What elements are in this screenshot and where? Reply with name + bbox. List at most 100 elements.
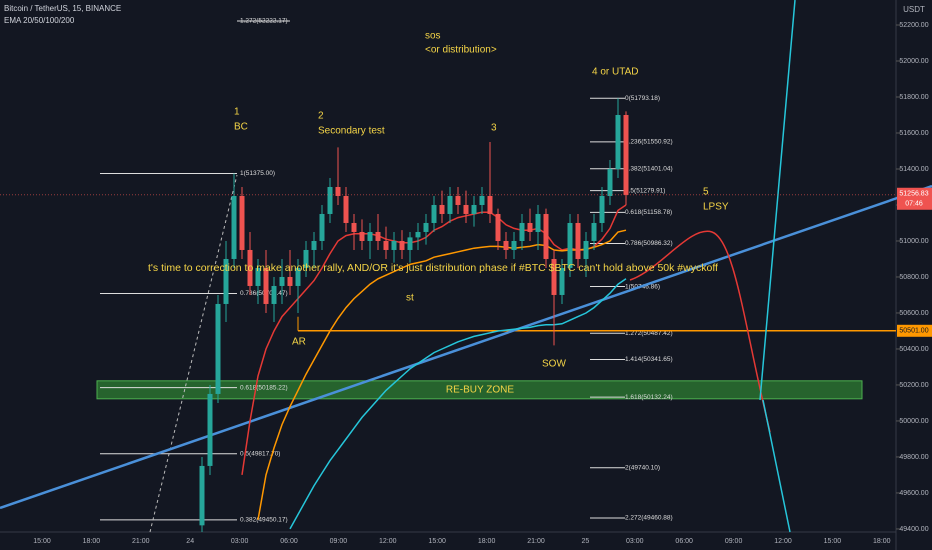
axis-unit: USDT (903, 5, 925, 14)
y-tick-label: 50600.00 (899, 310, 928, 317)
last-price-time: 07:46 (905, 201, 923, 208)
annotation: t's time to correction to make another r… (148, 262, 718, 274)
y-tick-label: 51800.00 (899, 94, 928, 101)
candle-body (327, 186, 333, 214)
candle-body (495, 213, 501, 241)
candle-body (479, 195, 485, 205)
x-tick-label: 03:00 (231, 538, 249, 545)
x-tick-label: 09:00 (330, 538, 348, 545)
x-tick-label: 06:00 (675, 538, 693, 545)
x-tick-label: 15:00 (824, 538, 842, 545)
x-tick-label: 15:00 (33, 538, 51, 545)
candle-body (471, 204, 477, 214)
ema-line (289, 278, 627, 530)
annotation: LPSY (703, 202, 729, 213)
y-tick-label: 50800.00 (899, 274, 928, 281)
x-tick-label: 21:00 (527, 538, 545, 545)
annotation: AR (292, 337, 306, 348)
candle-body (607, 168, 613, 196)
y-tick-label: 50000.00 (899, 418, 928, 425)
candle-body (447, 195, 453, 214)
candle-body (359, 231, 365, 241)
indicator: EMA 20/50/100/200 (4, 16, 75, 25)
candle-body (511, 240, 517, 250)
y-tick-label: 51400.00 (899, 166, 928, 173)
candle-body (591, 222, 597, 241)
x-tick-label: 18:00 (478, 538, 496, 545)
fib-label: 1.272(50487.42) (625, 330, 673, 337)
candle-body (223, 258, 229, 304)
candle-body (503, 240, 509, 250)
projection-red (629, 230, 771, 433)
candle-body (199, 465, 205, 526)
candle-body (455, 195, 461, 205)
trend-line (0, 184, 932, 510)
fib-label: 2.272(49460.88) (625, 515, 673, 522)
fib-label: 0.5(49817.70) (240, 450, 280, 457)
candle-body (415, 231, 421, 238)
candle-body (335, 186, 341, 196)
candle-body (391, 240, 397, 250)
annotation: 3 (491, 123, 497, 134)
y-tick-label: 50200.00 (899, 382, 928, 389)
annotation: 4 or UTAD (592, 67, 639, 78)
x-tick-label: 15:00 (428, 538, 446, 545)
fib-label: 2(49740.10) (625, 464, 660, 471)
candle-body (543, 213, 549, 259)
candle-body (463, 204, 469, 214)
candle-body (367, 231, 373, 241)
fib-trend (149, 174, 238, 533)
candle-body (247, 249, 253, 286)
annotation: sos (425, 31, 441, 42)
candle-body (439, 204, 445, 214)
candle-body (287, 276, 293, 286)
fib-label: 0.786(50986.32) (625, 240, 673, 247)
candle-body (383, 240, 389, 250)
fib-label: 0.382(49450.17) (240, 517, 288, 524)
candle-body (271, 285, 277, 304)
y-tick-label: 49800.00 (899, 454, 928, 461)
candle-body (559, 267, 565, 295)
y-tick-label: 49600.00 (899, 490, 928, 497)
fib-label: 1.272(52222.17) (240, 18, 288, 25)
candle-body (583, 240, 589, 259)
x-tick-label: 12:00 (379, 538, 397, 545)
candle-body (279, 276, 285, 286)
candle-body (399, 240, 405, 250)
y-tick-label: 50400.00 (899, 346, 928, 353)
candle-body (343, 195, 349, 223)
candle-body (575, 222, 581, 259)
x-tick-label: 09:00 (725, 538, 743, 545)
candle-body (567, 222, 573, 268)
x-tick-label: 18:00 (83, 538, 101, 545)
last-price-label: 51256.83 (899, 191, 928, 198)
annotation: 5 (703, 187, 709, 198)
candle-body (207, 393, 213, 466)
candle-body (215, 303, 221, 394)
candle-body (423, 222, 429, 232)
x-tick-label: 25 (582, 538, 590, 545)
candle-body (231, 195, 237, 259)
candle-body (519, 222, 525, 241)
y-tick-label: 52000.00 (899, 58, 928, 65)
candle-body (295, 267, 301, 286)
candle-body (351, 222, 357, 232)
candle-body (311, 240, 317, 250)
y-tick-label: 49400.00 (899, 526, 928, 533)
candle-body (407, 237, 413, 250)
candle-body (431, 204, 437, 223)
fib-label: 1.414(50341.65) (625, 356, 673, 363)
fib-label: 1.618(50132.24) (625, 394, 673, 401)
candle-body (303, 249, 309, 268)
fib-label: 0(51793.18) (625, 95, 660, 102)
candle-body (263, 267, 269, 304)
annotation: 1 (234, 107, 240, 118)
candle-body (319, 213, 325, 241)
fib-label: 0.618(51158.78) (625, 209, 672, 216)
x-tick-label: 03:00 (626, 538, 644, 545)
rebuy-zone (96, 380, 863, 400)
level-box (897, 324, 932, 337)
x-tick-label: 18:00 (873, 538, 891, 545)
candle-body (527, 222, 533, 232)
